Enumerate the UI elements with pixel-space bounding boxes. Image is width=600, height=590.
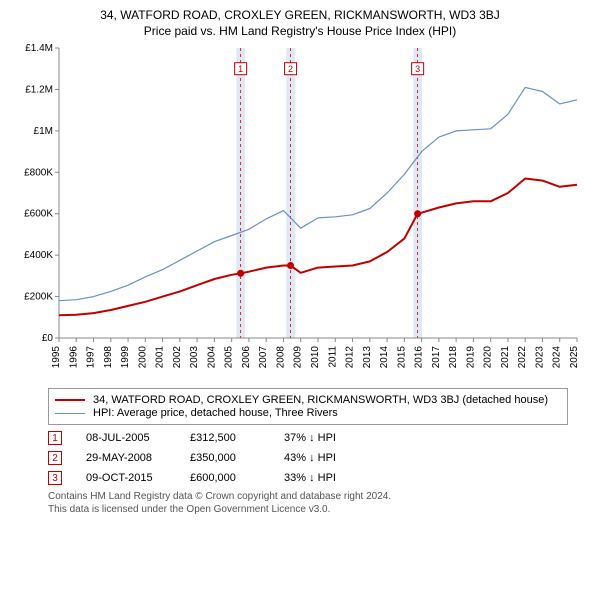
svg-text:£200K: £200K <box>24 292 53 303</box>
event-row: 3 09-OCT-2015 £600,000 33% ↓ HPI <box>48 471 568 485</box>
event-delta: 33% ↓ HPI <box>284 472 374 484</box>
legend-row-hpi: HPI: Average price, detached house, Thre… <box>55 407 561 419</box>
svg-text:£1M: £1M <box>34 126 53 137</box>
svg-text:2009: 2009 <box>293 346 304 369</box>
svg-text:2016: 2016 <box>414 346 425 369</box>
svg-text:2013: 2013 <box>362 346 373 369</box>
svg-text:2010: 2010 <box>310 346 321 369</box>
svg-text:2023: 2023 <box>534 346 545 369</box>
svg-text:1995: 1995 <box>51 346 62 369</box>
event-table: 1 08-JUL-2005 £312,500 37% ↓ HPI 2 29-MA… <box>48 431 568 485</box>
attribution-line: Contains HM Land Registry data © Crown c… <box>48 491 568 504</box>
svg-text:2019: 2019 <box>465 346 476 369</box>
svg-text:£1.2M: £1.2M <box>25 84 53 95</box>
line-chart: £0 £200K £400K £600K £800K £1M £1.2M £1.4M 1995 1… <box>15 42 585 382</box>
event-price: £600,000 <box>190 472 260 484</box>
svg-text:2015: 2015 <box>396 346 407 369</box>
event-marker-icon: 1 <box>48 431 62 445</box>
event-row: 1 08-JUL-2005 £312,500 37% ↓ HPI <box>48 431 568 445</box>
attribution-line: This data is licensed under the Open Gov… <box>48 504 568 517</box>
legend-swatch-property <box>55 399 85 401</box>
svg-text:£1.4M: £1.4M <box>25 43 53 54</box>
svg-text:2000: 2000 <box>137 346 148 369</box>
svg-text:2018: 2018 <box>448 346 459 369</box>
svg-text:1996: 1996 <box>68 346 79 369</box>
svg-text:2: 2 <box>288 64 293 74</box>
svg-text:2004: 2004 <box>206 346 217 369</box>
event-delta: 43% ↓ HPI <box>284 452 374 464</box>
event-price: £312,500 <box>190 432 260 444</box>
svg-text:2014: 2014 <box>379 346 390 369</box>
event-marker-icon: 3 <box>48 471 62 485</box>
svg-text:2020: 2020 <box>483 346 494 369</box>
event-marker-icon: 2 <box>48 451 62 465</box>
svg-text:£800K: £800K <box>24 167 53 178</box>
svg-text:2002: 2002 <box>172 346 183 369</box>
svg-text:1999: 1999 <box>120 346 131 369</box>
chart-container: £0 £200K £400K £600K £800K £1M £1.2M £1.4M 1995 1… <box>15 42 585 382</box>
event-date: 08-JUL-2005 <box>86 432 166 444</box>
svg-text:2007: 2007 <box>258 346 269 369</box>
event-date: 09-OCT-2015 <box>86 472 166 484</box>
svg-text:2022: 2022 <box>517 346 528 369</box>
svg-text:2003: 2003 <box>189 346 200 369</box>
event-date: 29-MAY-2008 <box>86 452 166 464</box>
svg-text:£400K: £400K <box>24 250 53 261</box>
svg-text:£600K: £600K <box>24 209 53 220</box>
legend-label-hpi: HPI: Average price, detached house, Thre… <box>93 407 338 419</box>
svg-text:1: 1 <box>238 64 243 74</box>
legend-swatch-hpi <box>55 413 85 414</box>
event-row: 2 29-MAY-2008 £350,000 43% ↓ HPI <box>48 451 568 465</box>
svg-text:2005: 2005 <box>224 346 235 369</box>
svg-text:2021: 2021 <box>500 346 511 369</box>
svg-text:2017: 2017 <box>431 346 442 369</box>
svg-text:2025: 2025 <box>569 346 580 369</box>
legend-label-property: 34, WATFORD ROAD, CROXLEY GREEN, RICKMAN… <box>93 394 548 406</box>
svg-text:2011: 2011 <box>327 346 338 368</box>
svg-text:1997: 1997 <box>86 346 97 369</box>
event-delta: 37% ↓ HPI <box>284 432 374 444</box>
chart-title-main: 34, WATFORD ROAD, CROXLEY GREEN, RICKMAN… <box>8 8 592 22</box>
svg-text:2006: 2006 <box>241 346 252 369</box>
chart-legend: 34, WATFORD ROAD, CROXLEY GREEN, RICKMAN… <box>48 388 568 425</box>
legend-row-property: 34, WATFORD ROAD, CROXLEY GREEN, RICKMAN… <box>55 394 561 406</box>
chart-title-sub: Price paid vs. HM Land Registry's House … <box>8 24 592 38</box>
svg-text:£0: £0 <box>42 333 54 344</box>
svg-text:2012: 2012 <box>345 346 356 369</box>
svg-text:2008: 2008 <box>275 346 286 369</box>
svg-text:2001: 2001 <box>155 346 166 369</box>
svg-text:2024: 2024 <box>552 346 563 369</box>
attribution: Contains HM Land Registry data © Crown c… <box>48 491 568 516</box>
event-price: £350,000 <box>190 452 260 464</box>
svg-text:3: 3 <box>415 64 420 74</box>
svg-text:1998: 1998 <box>103 346 114 369</box>
